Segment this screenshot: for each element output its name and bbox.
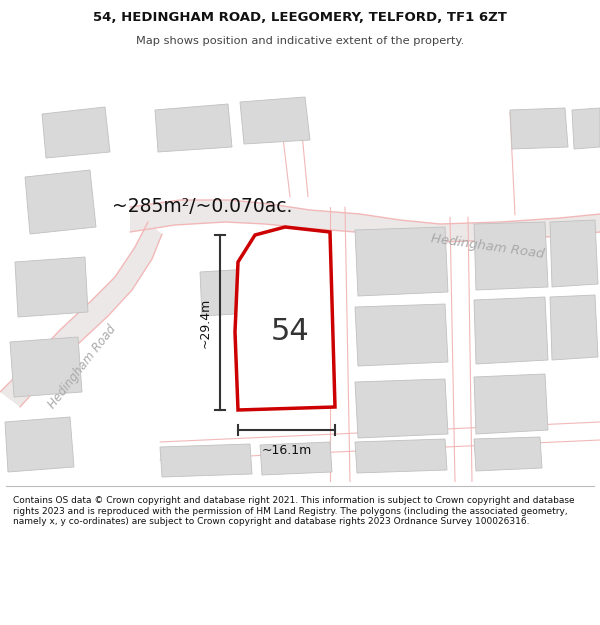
Text: ~285m²/~0.070ac.: ~285m²/~0.070ac. [112,198,292,216]
Text: Contains OS data © Crown copyright and database right 2021. This information is : Contains OS data © Crown copyright and d… [13,496,575,526]
Polygon shape [550,295,598,360]
Polygon shape [130,200,600,242]
Polygon shape [550,220,598,287]
Polygon shape [0,222,162,407]
Polygon shape [474,374,548,434]
Text: Map shows position and indicative extent of the property.: Map shows position and indicative extent… [136,36,464,46]
Polygon shape [200,268,268,316]
Polygon shape [474,222,548,290]
Text: Hedingham Road: Hedingham Road [46,322,119,411]
Polygon shape [240,97,310,144]
Text: 54, HEDINGHAM ROAD, LEEGOMERY, TELFORD, TF1 6ZT: 54, HEDINGHAM ROAD, LEEGOMERY, TELFORD, … [93,11,507,24]
Polygon shape [355,227,448,296]
Text: Hedingham Road: Hedingham Road [430,232,545,261]
Text: ~16.1m: ~16.1m [262,444,311,457]
Polygon shape [15,257,88,317]
Polygon shape [160,444,252,477]
Polygon shape [5,417,74,472]
Polygon shape [25,170,96,234]
Polygon shape [355,379,448,438]
Polygon shape [235,227,335,410]
Polygon shape [572,108,600,149]
Polygon shape [474,297,548,364]
Polygon shape [510,108,568,149]
Polygon shape [474,437,542,471]
Text: ~29.4m: ~29.4m [199,298,212,348]
Polygon shape [355,304,448,366]
Polygon shape [260,442,332,475]
Text: 54: 54 [271,318,310,346]
Polygon shape [10,337,82,397]
Polygon shape [155,104,232,152]
Polygon shape [42,107,110,158]
Polygon shape [355,439,447,473]
